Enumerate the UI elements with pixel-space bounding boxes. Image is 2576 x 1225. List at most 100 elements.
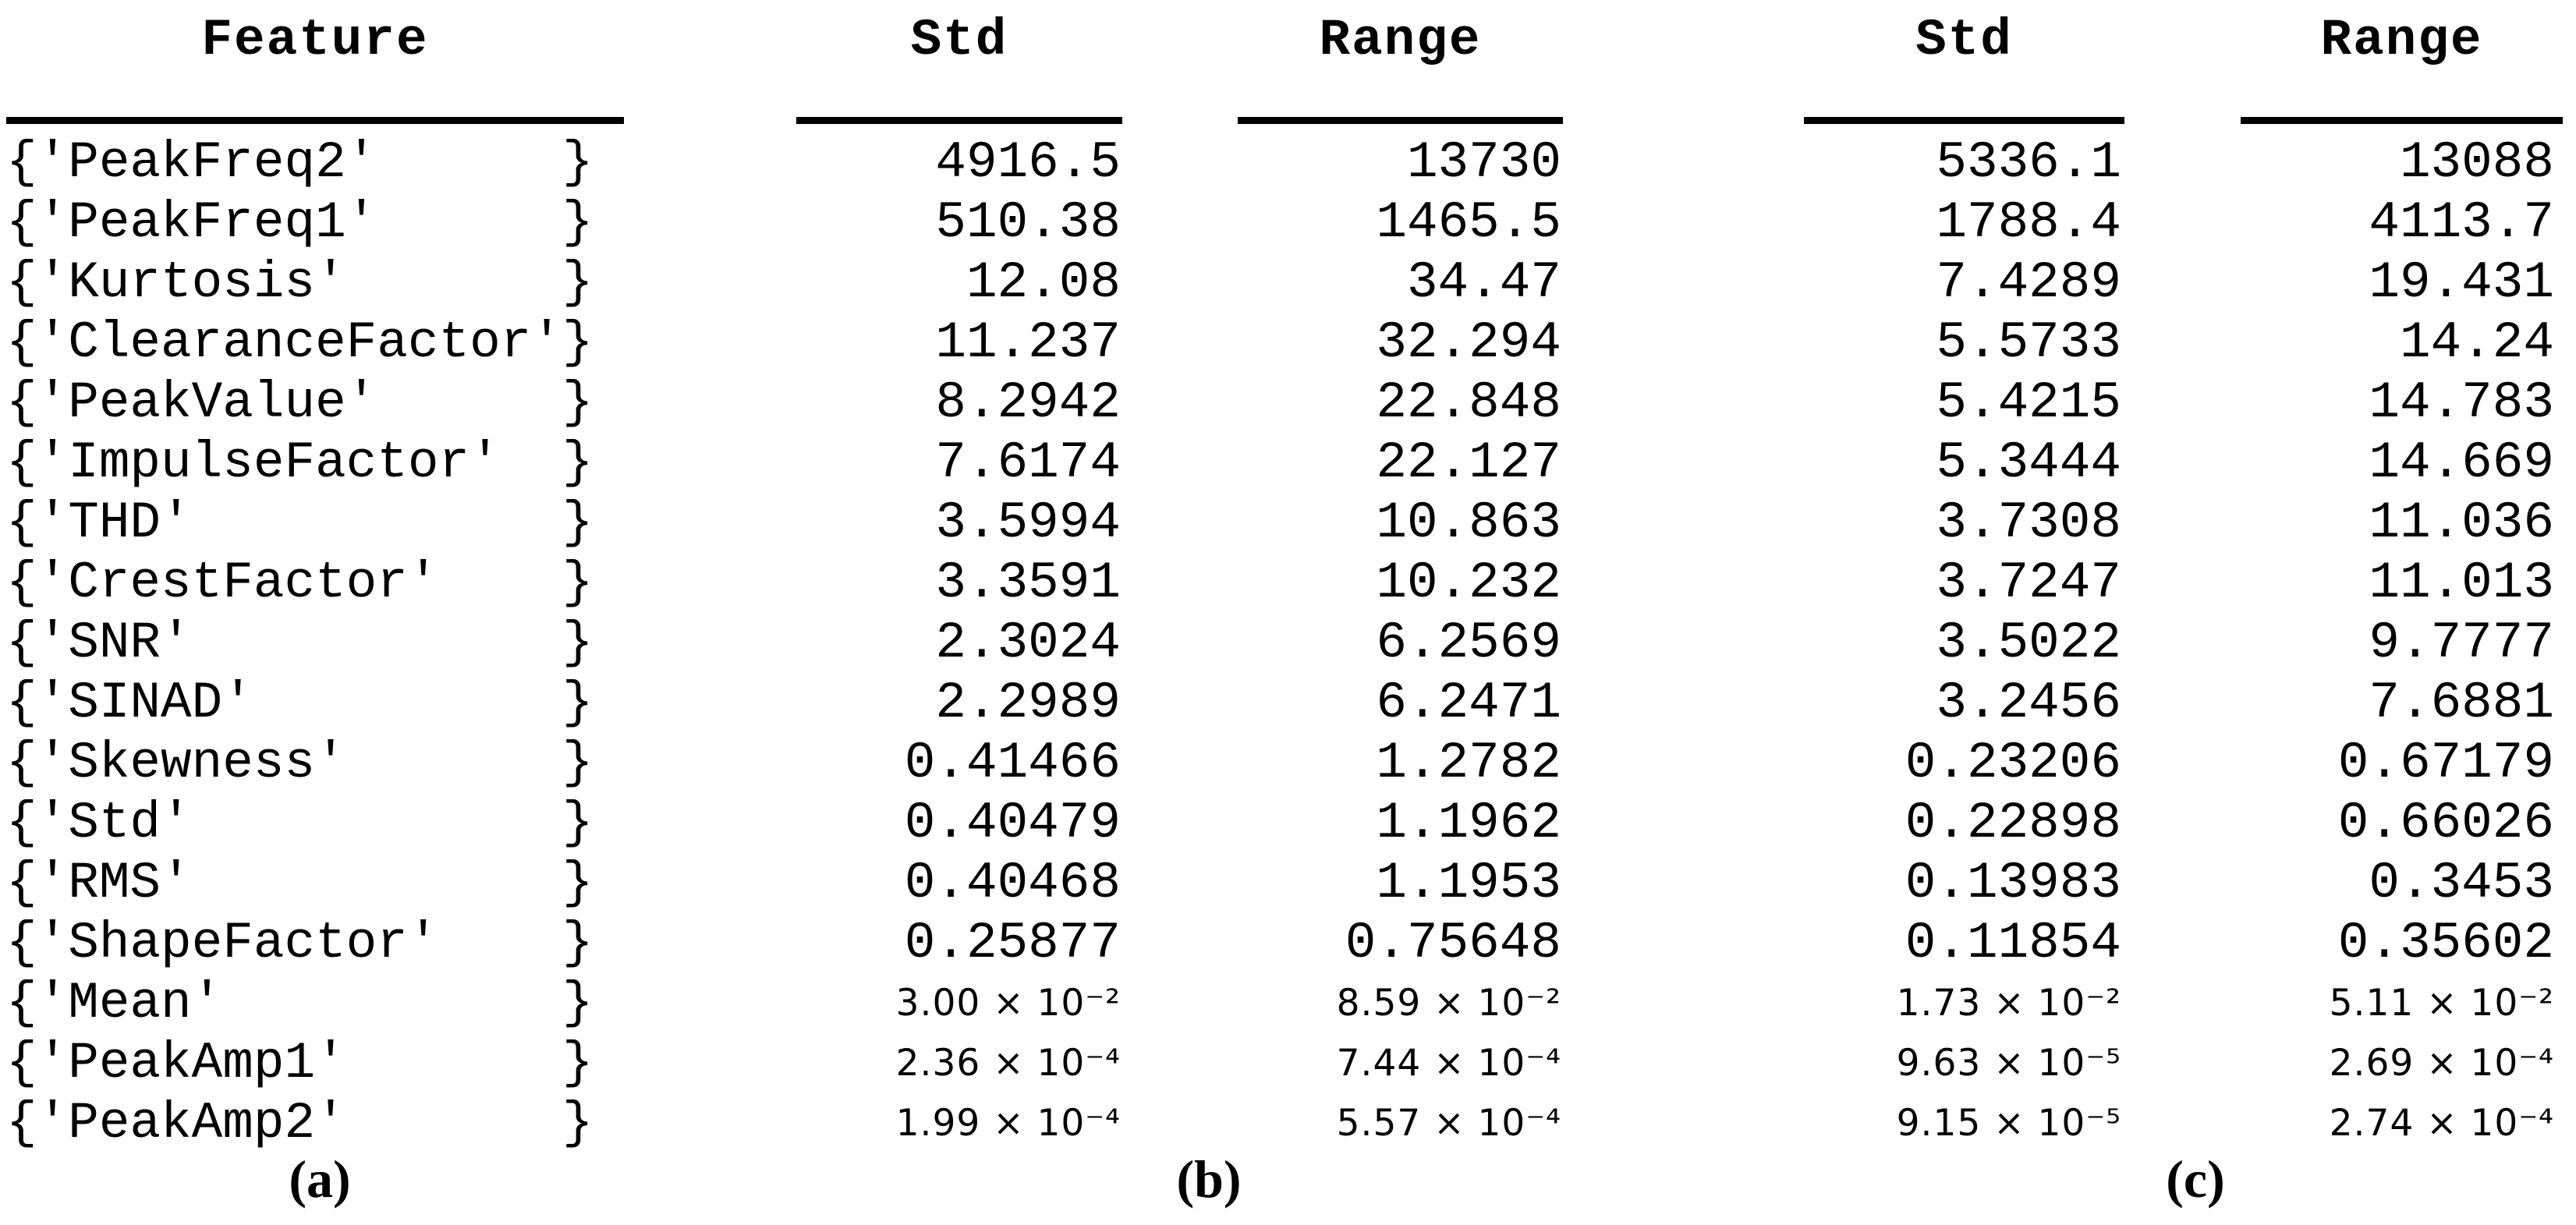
std-c-cell: 5.5733 xyxy=(1936,313,2121,372)
std-c-cell: 1.73 × 10⁻² xyxy=(1896,982,2121,1025)
range-c-cell: 5.11 × 10⁻² xyxy=(2329,982,2554,1025)
range-c-cell: 11.036 xyxy=(2369,494,2554,552)
range-c-cell: 14.783 xyxy=(2369,374,2554,432)
std-c-cell: 5.3444 xyxy=(1936,434,2121,492)
std-b-cell: 2.36 × 10⁻⁴ xyxy=(895,1042,1121,1085)
range-column-panel-c: 13088 4113.7 19.431 14.24 14.783 14.669 11.036… xyxy=(2180,133,2554,1153)
range-c-cell: 14.669 xyxy=(2369,434,2554,492)
std-c-cell: 3.2456 xyxy=(1936,674,2121,732)
range-c-cell: 0.66026 xyxy=(2337,794,2554,852)
std-c-cell: 0.11854 xyxy=(1905,914,2121,972)
feature-cell: {'RMS' } xyxy=(6,854,594,912)
range-c-cell: 14.24 xyxy=(2399,313,2554,372)
range-b-cell: 1.1953 xyxy=(1376,854,1561,912)
std-c-cell: 5.4215 xyxy=(1936,374,2121,432)
range-b-cell: 6.2569 xyxy=(1376,614,1561,672)
std-b-cell: 2.3024 xyxy=(935,614,1121,672)
range-b-cell: 8.59 × 10⁻² xyxy=(1336,982,1561,1025)
header-rule-range-b xyxy=(1238,117,1563,124)
range-b-cell: 32.294 xyxy=(1376,313,1561,372)
range-c-cell: 0.3453 xyxy=(2369,854,2554,912)
std-b-cell: 0.41466 xyxy=(904,734,1121,792)
std-column-panel-b: 4916.5 510.38 12.08 11.237 8.2942 7.6174 3.599… xyxy=(746,133,1121,1153)
std-column-panel-c: 5336.1 1788.4 7.4289 5.5733 5.4215 5.3444 3.73… xyxy=(1747,133,2121,1153)
feature-cell: {'PeakFreq2' } xyxy=(6,133,594,192)
range-c-cell: 11.013 xyxy=(2369,554,2554,612)
feature-name-column: {'PeakFreq2' } {'PeakFreq1' } {'Kurtosis' … xyxy=(6,133,630,1153)
range-b-cell: 10.863 xyxy=(1376,494,1561,552)
range-c-cell: 0.35602 xyxy=(2337,914,2554,972)
range-b-cell: 10.232 xyxy=(1376,554,1561,612)
feature-cell: {'Std' } xyxy=(6,794,594,852)
range-c-cell: 19.431 xyxy=(2369,253,2554,312)
feature-cell: {'THD' } xyxy=(6,494,594,552)
std-b-cell: 7.6174 xyxy=(935,434,1121,492)
feature-cell: {'Kurtosis' } xyxy=(6,253,594,312)
range-b-cell: 0.75648 xyxy=(1345,914,1561,972)
range-c-cell: 4113.7 xyxy=(2369,193,2554,252)
column-header-range-c: Range xyxy=(2320,11,2483,69)
feature-cell: {'CrestFactor' } xyxy=(6,554,594,612)
std-b-cell: 510.38 xyxy=(935,193,1121,252)
range-b-cell: 7.44 × 10⁻⁴ xyxy=(1336,1042,1561,1085)
feature-cell: {'Skewness' } xyxy=(6,734,594,792)
std-b-cell: 3.5994 xyxy=(935,494,1121,552)
panel-label-a: (a) xyxy=(289,1149,351,1209)
header-rule-feature xyxy=(6,117,624,124)
std-b-cell: 3.00 × 10⁻² xyxy=(895,982,1121,1025)
feature-cell: {'ClearanceFactor'} xyxy=(6,313,594,372)
panel-label-c: (c) xyxy=(2166,1149,2225,1209)
range-b-cell: 1465.5 xyxy=(1376,193,1561,252)
std-b-cell: 0.40468 xyxy=(904,854,1121,912)
std-c-cell: 1788.4 xyxy=(1936,193,2121,252)
std-c-cell: 9.15 × 10⁻⁵ xyxy=(1896,1102,2121,1145)
range-b-cell: 6.2471 xyxy=(1376,674,1561,732)
feature-cell: {'PeakValue' } xyxy=(6,374,594,432)
feature-cell: {'ImpulseFactor' } xyxy=(6,434,594,492)
std-b-cell: 1.99 × 10⁻⁴ xyxy=(895,1102,1121,1145)
range-b-cell: 1.1962 xyxy=(1376,794,1561,852)
std-b-cell: 3.3591 xyxy=(935,554,1121,612)
feature-cell: {'Mean' } xyxy=(6,974,594,1032)
std-c-cell: 3.7308 xyxy=(1936,494,2121,552)
std-c-cell: 7.4289 xyxy=(1936,253,2121,312)
feature-cell: {'PeakFreq1' } xyxy=(6,193,594,252)
column-header-std-c: Std xyxy=(1915,11,2013,69)
std-c-cell: 0.22898 xyxy=(1905,794,2121,852)
std-b-cell: 0.40479 xyxy=(904,794,1121,852)
range-c-cell: 9.7777 xyxy=(2369,614,2554,672)
range-c-cell: 2.74 × 10⁻⁴ xyxy=(2329,1102,2554,1145)
std-b-cell: 2.2989 xyxy=(935,674,1121,732)
header-rule-std-b xyxy=(796,117,1122,124)
std-c-cell: 0.23206 xyxy=(1905,734,2121,792)
std-c-cell: 0.13983 xyxy=(1905,854,2121,912)
feature-cell: {'PeakAmp1' } xyxy=(6,1034,594,1092)
header-rule-std-c xyxy=(1804,117,2124,124)
range-c-cell: 7.6881 xyxy=(2369,674,2554,732)
std-b-cell: 8.2942 xyxy=(935,374,1121,432)
range-c-cell: 0.67179 xyxy=(2337,734,2554,792)
std-b-cell: 0.25877 xyxy=(904,914,1121,972)
header-rule-range-c xyxy=(2241,117,2563,124)
std-b-cell: 11.237 xyxy=(935,313,1121,372)
panel-label-b: (b) xyxy=(1176,1149,1242,1209)
range-b-cell: 34.47 xyxy=(1406,253,1561,312)
range-b-cell: 22.127 xyxy=(1376,434,1561,492)
std-c-cell: 3.7247 xyxy=(1936,554,2121,612)
std-c-cell: 9.63 × 10⁻⁵ xyxy=(1896,1042,2121,1085)
feature-cell: {'PeakAmp2' } xyxy=(6,1094,594,1152)
feature-cell: {'SINAD' } xyxy=(6,674,594,732)
range-c-cell: 13088 xyxy=(2399,133,2554,192)
std-c-cell: 5336.1 xyxy=(1936,133,2121,192)
column-header-feature: Feature xyxy=(201,11,429,69)
range-b-cell: 5.57 × 10⁻⁴ xyxy=(1336,1102,1561,1145)
std-c-cell: 3.5022 xyxy=(1936,614,2121,672)
range-b-cell: 1.2782 xyxy=(1376,734,1561,792)
range-b-cell: 22.848 xyxy=(1376,374,1561,432)
column-header-range-b: Range xyxy=(1319,11,1482,69)
feature-cell: {'SNR' } xyxy=(6,614,594,672)
range-column-panel-b: 13730 1465.5 34.47 32.294 22.848 22.127 10.863… xyxy=(1187,133,1561,1153)
std-b-cell: 4916.5 xyxy=(935,133,1121,192)
column-header-std-b: Std xyxy=(910,11,1008,69)
